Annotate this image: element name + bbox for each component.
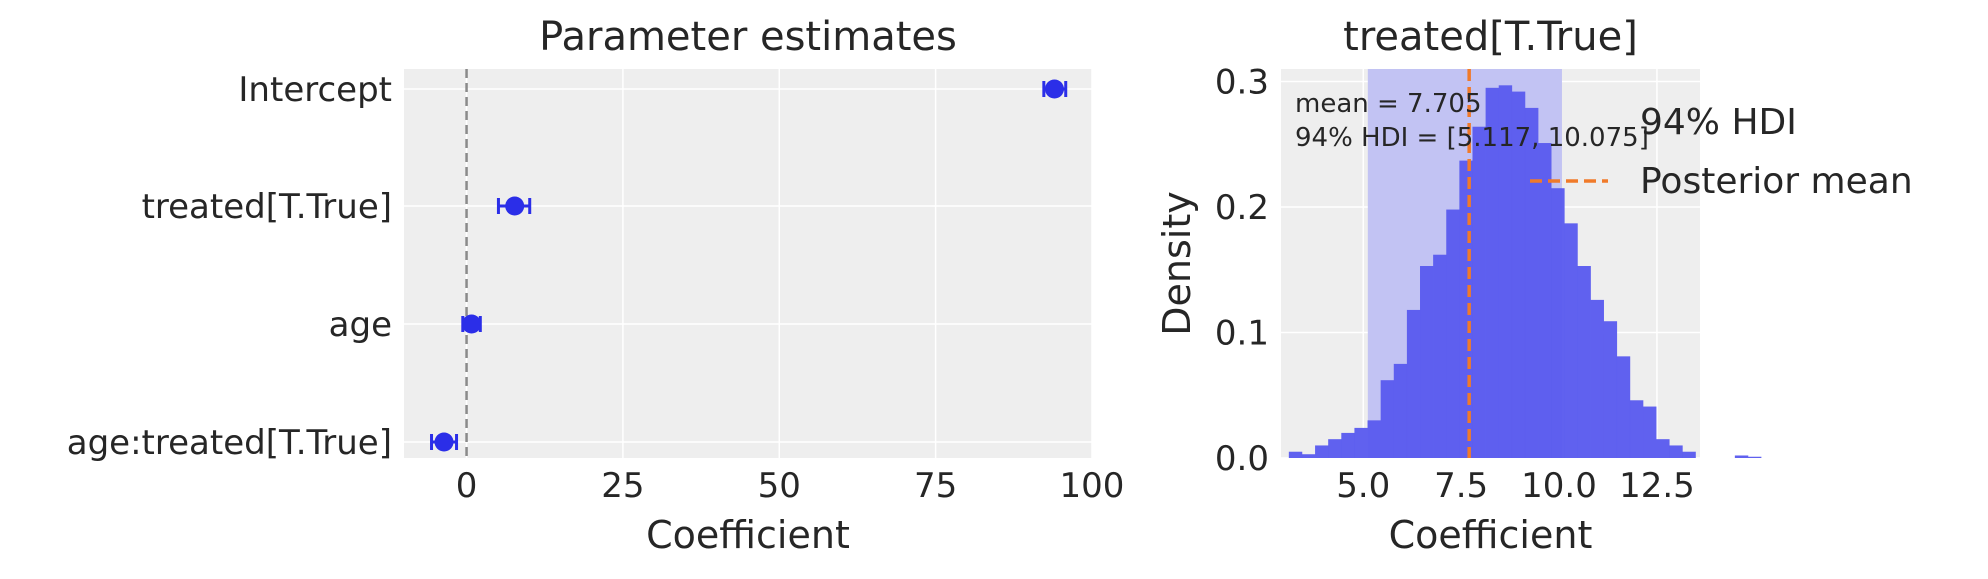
left-plot-area (404, 69, 1092, 458)
parameter-estimates-panel: Intercept treated[T.True] age age:treated[T… (67, 14, 1125, 557)
hdi-annotation: 94% HDI = [5.117, 10.075] (1295, 123, 1649, 153)
estimate-point-1 (505, 196, 525, 216)
histogram-bar-19 (1538, 143, 1552, 459)
histogram-bar-9 (1406, 309, 1421, 458)
histogram-bar-6 (1367, 420, 1381, 458)
histogram-bar-2 (1315, 445, 1329, 458)
histogram-bar-30 (1682, 451, 1696, 458)
histogram-bar-16 (1498, 85, 1513, 459)
left-x-tick-label-4: 100 (1060, 466, 1125, 506)
histogram-bar-20 (1551, 188, 1565, 459)
histogram-bar-29 (1669, 445, 1683, 458)
estimate-point-3 (434, 432, 454, 452)
histogram-bar-28 (1656, 439, 1670, 458)
right-y-axis-label: Density (1155, 191, 1199, 335)
y-tick-label-3: age:treated[T.True] (67, 423, 392, 463)
right-x-axis-label: Coefficient (1389, 513, 1593, 557)
y-tick-label-0: Intercept (238, 70, 392, 110)
right-y-tick-label-0: 0.0 (1215, 439, 1269, 479)
histogram-bar-5 (1354, 427, 1368, 458)
posterior-histogram-panel: 0.0 0.1 0.2 0.3 5.0 7.5 10.0 12.5 treated[T.Tr… (1155, 14, 1913, 557)
right-x-tick-label-0: 5.0 (1336, 466, 1390, 506)
histogram-bar-17 (1511, 91, 1526, 458)
right-x-tick-labels: 5.0 7.5 10.0 12.5 (1336, 466, 1695, 506)
histogram-bar-3 (1328, 439, 1342, 458)
histogram-bar-8 (1393, 363, 1408, 458)
histogram-bar-0 (1288, 451, 1303, 458)
right-x-tick-label-2: 10.0 (1521, 466, 1597, 506)
histogram-bar-12 (1446, 209, 1460, 458)
right-x-tick-label-3: 12.5 (1619, 466, 1695, 506)
histogram-bars (1288, 85, 1762, 459)
histogram-bar-14 (1472, 126, 1486, 458)
left-x-tick-label-1: 25 (601, 466, 644, 506)
legend-entry-hdi: 94% HDI (1640, 102, 1797, 143)
y-tick-label-1: treated[T.True] (142, 187, 392, 227)
right-y-tick-label-3: 0.3 (1215, 63, 1269, 103)
histogram-bar-18 (1524, 107, 1539, 459)
histogram-bar-35 (1747, 456, 1762, 458)
histogram-bar-23 (1590, 299, 1604, 458)
estimate-marks (430, 79, 1068, 452)
histogram-bar-21 (1564, 223, 1578, 458)
histogram-bar-25 (1616, 356, 1631, 458)
right-y-tick-label-1: 0.1 (1215, 314, 1269, 354)
left-x-axis-label: Coefficient (646, 513, 850, 557)
right-x-tick-label-1: 7.5 (1434, 466, 1488, 506)
histogram-bar-27 (1643, 406, 1657, 458)
left-x-tick-label-3: 75 (914, 466, 957, 506)
legend-entry-posterior-mean: Posterior mean (1640, 161, 1913, 202)
left-chart-title: Parameter estimates (539, 14, 957, 60)
histogram-bar-7 (1380, 380, 1395, 458)
histogram-bar-24 (1603, 321, 1618, 458)
histogram-bar-10 (1420, 266, 1434, 458)
right-chart-title: treated[T.True] (1343, 14, 1638, 60)
left-y-tick-labels: Intercept treated[T.True] age age:treated[T… (67, 70, 392, 463)
histogram-bar-11 (1433, 254, 1447, 458)
left-x-tick-label-2: 50 (758, 466, 801, 506)
left-x-tick-label-0: 0 (456, 466, 478, 506)
histogram-bar-22 (1577, 266, 1591, 458)
right-y-tick-label-2: 0.2 (1215, 188, 1269, 228)
histogram-bar-26 (1629, 400, 1644, 458)
estimate-point-0 (1044, 79, 1064, 99)
histogram-bar-1 (1301, 454, 1316, 458)
histogram-bar-34 (1734, 455, 1749, 458)
mean-annotation: mean = 7.705 (1295, 89, 1481, 119)
histogram-bar-4 (1341, 432, 1355, 458)
legend: 94% HDI Posterior mean (1530, 102, 1913, 202)
left-x-tick-labels: 0 25 50 75 100 (456, 466, 1125, 506)
right-y-tick-labels: 0.0 0.1 0.2 0.3 (1215, 63, 1269, 479)
histogram-bar-15 (1485, 87, 1500, 459)
y-tick-label-2: age (329, 305, 392, 345)
estimate-point-2 (462, 314, 482, 334)
